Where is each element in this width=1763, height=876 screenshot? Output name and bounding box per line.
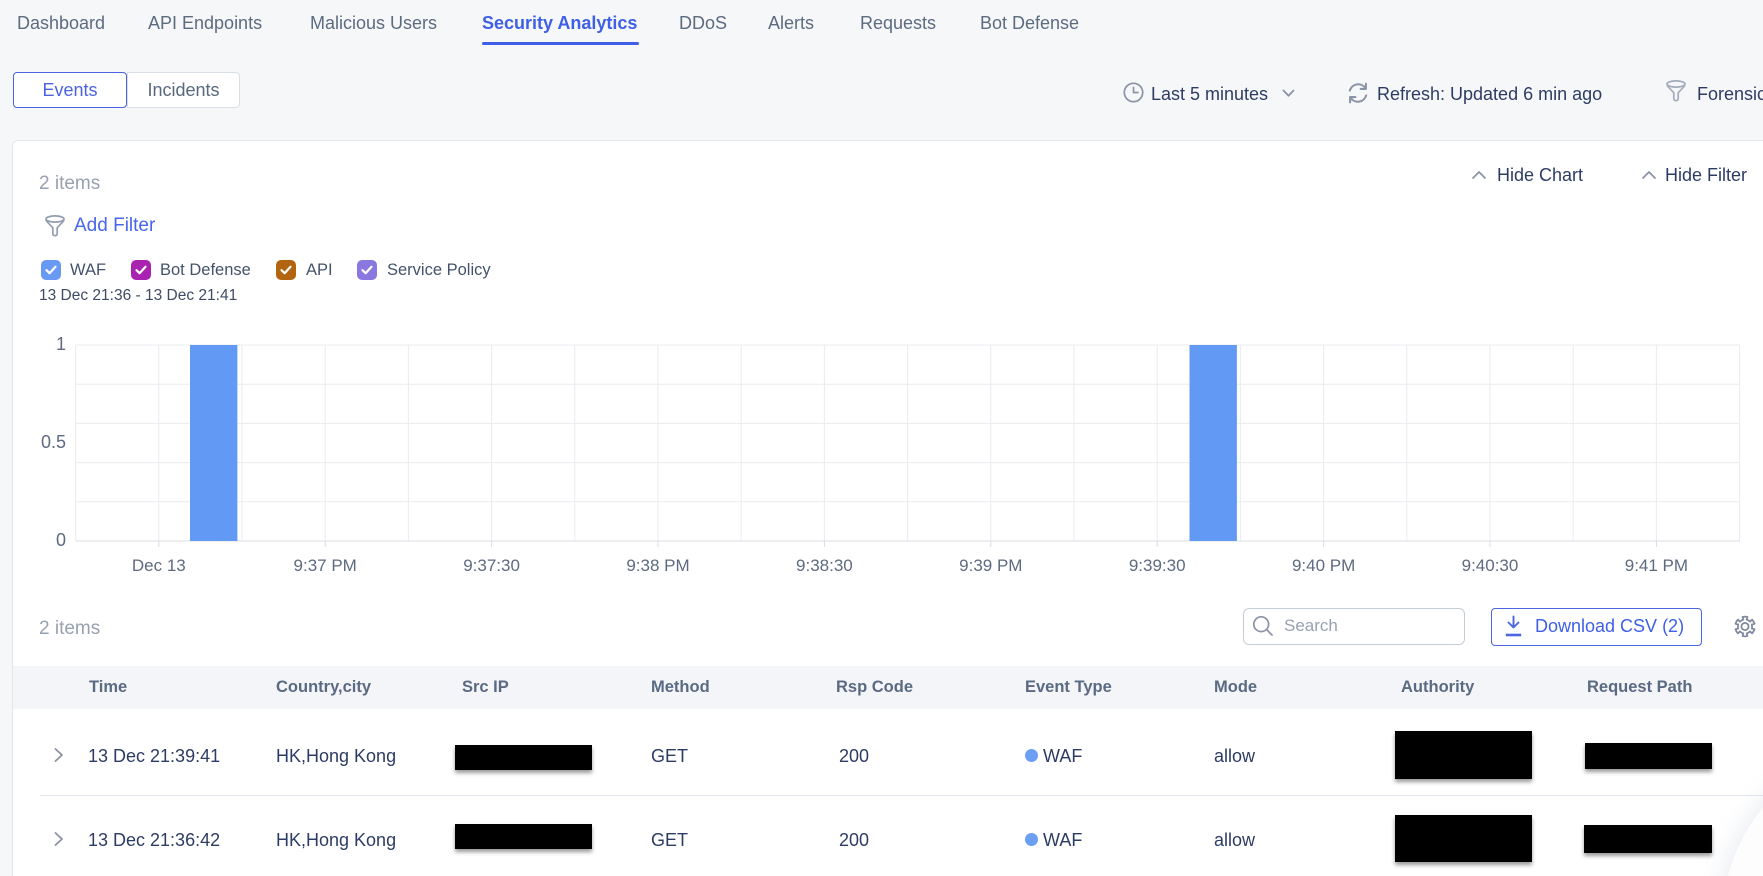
svg-text:9:37 PM: 9:37 PM (294, 556, 357, 575)
svg-text:0.5: 0.5 (41, 432, 66, 452)
svg-text:9:40:30: 9:40:30 (1462, 556, 1519, 575)
svg-text:0: 0 (56, 530, 66, 550)
svg-text:9:39:30: 9:39:30 (1129, 556, 1186, 575)
svg-text:9:39 PM: 9:39 PM (959, 556, 1022, 575)
svg-text:9:38 PM: 9:38 PM (626, 556, 689, 575)
svg-text:1: 1 (56, 334, 66, 354)
svg-text:9:38:30: 9:38:30 (796, 556, 853, 575)
svg-text:Dec 13: Dec 13 (132, 556, 186, 575)
svg-text:9:41 PM: 9:41 PM (1625, 556, 1688, 575)
svg-text:9:37:30: 9:37:30 (463, 556, 520, 575)
svg-text:9:40 PM: 9:40 PM (1292, 556, 1355, 575)
